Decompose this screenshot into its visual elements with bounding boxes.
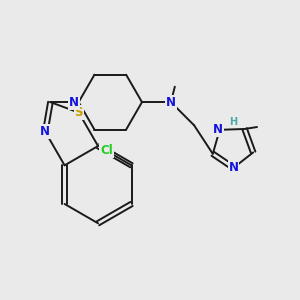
Text: N: N [213,123,223,136]
Text: H: H [229,117,237,127]
Text: N: N [69,96,79,109]
Text: S: S [74,106,83,119]
Text: Cl: Cl [100,144,113,157]
Text: N: N [40,125,50,138]
Text: N: N [166,96,176,109]
Text: N: N [229,161,238,174]
